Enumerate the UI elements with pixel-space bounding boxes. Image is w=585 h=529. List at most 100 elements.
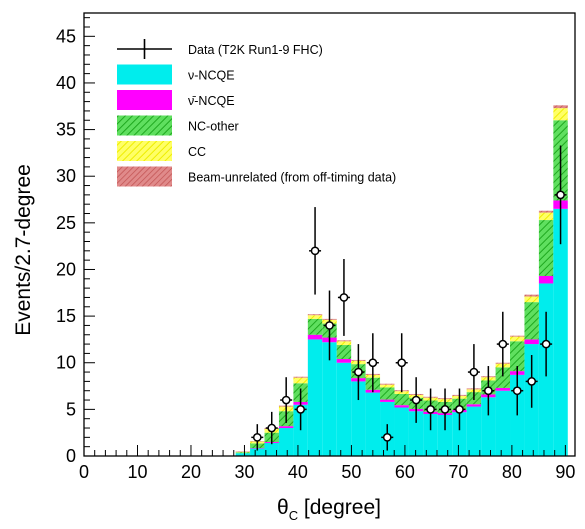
- data-marker: [281, 395, 291, 405]
- data-point: [439, 388, 452, 431]
- axes: [83, 12, 576, 457]
- bar-nuNCQE-9: [365, 392, 381, 456]
- bar-CC-22: [553, 108, 568, 121]
- y-tick-label: 0: [66, 446, 76, 466]
- bar-nubarNCQE-18: [495, 387, 511, 391]
- bar-nuNCQE-11: [394, 407, 409, 456]
- data-marker: [498, 339, 508, 349]
- bar-nubarNCQE-11: [394, 405, 409, 408]
- data-point: [410, 377, 423, 423]
- bar-nuNCQE-5: [307, 339, 323, 456]
- y-tick-label: 15: [56, 306, 76, 326]
- bar-NCother-19: [510, 341, 525, 372]
- y-tick-label: 30: [56, 166, 76, 186]
- bar-nuNCQE-19: [510, 374, 525, 456]
- x-axis-title: θC [degree]: [277, 496, 381, 523]
- data-marker: [397, 358, 407, 368]
- x-tick-label: 50: [341, 462, 361, 482]
- y-tick-label: 10: [56, 353, 76, 373]
- y-tick-label: 35: [56, 120, 76, 140]
- legend-label: CC: [188, 145, 206, 159]
- data-marker: [267, 423, 277, 433]
- y-tick-label: 45: [56, 26, 76, 46]
- data-point: [453, 388, 466, 431]
- data-point: [395, 333, 408, 393]
- legend-swatch: [117, 115, 172, 136]
- legend-label: Data (T2K Run1-9 FHC): [188, 43, 323, 57]
- bar-nuNCQE-12: [408, 411, 424, 456]
- bar-NCother-5: [307, 318, 323, 335]
- tick-marks: 0 10 20 30 40 50 60 70 80 90 0 5 10 15 20 25 30 35 40 45: [56, 17, 575, 482]
- legend-item-nubarNCQE: ν̄-NCQE: [117, 90, 235, 110]
- y-tick-label: 25: [56, 213, 76, 233]
- bar-nuNCQE-14: [437, 414, 453, 456]
- bar-nubarNCQE-7: [336, 359, 352, 363]
- legend-item-beam_unrelated: Beam-unrelated (from off-timing data): [117, 166, 396, 187]
- data-point: [482, 366, 495, 416]
- data-marker: [354, 367, 363, 377]
- data-marker: [484, 386, 493, 396]
- bar-nuNCQE-15: [452, 412, 467, 456]
- bar-nubarNCQE-5: [307, 334, 323, 340]
- bar-nuNCQE-4: [293, 404, 308, 456]
- data-point: [496, 311, 509, 377]
- y-tick-label: 20: [56, 259, 76, 279]
- bar-CC-7: [336, 341, 352, 346]
- legend-label: NC-other: [188, 120, 239, 134]
- bar-CC-5: [307, 315, 323, 319]
- bar-nubarNCQE-16: [466, 404, 482, 407]
- x-tick-label: 10: [127, 462, 147, 482]
- legend-item-CC: CC: [117, 141, 206, 161]
- bar-nubarNCQE-10: [380, 399, 395, 402]
- data-point: [280, 377, 293, 423]
- bar-nuNCQE-1: [250, 448, 265, 456]
- data-point: [323, 290, 336, 361]
- y-tick-label: 5: [66, 399, 76, 419]
- bar-nuNCQE-17: [481, 397, 496, 456]
- bar-nuNCQE-7: [336, 362, 352, 456]
- bar-nubarNCQE-3: [278, 426, 294, 429]
- data-marker: [469, 367, 479, 377]
- data-marker: [455, 405, 464, 414]
- legend-label: ν-NCQE: [188, 69, 235, 83]
- bar-NCother-21: [538, 220, 554, 276]
- bar-nuNCQE-2: [264, 442, 279, 456]
- data-marker: [556, 190, 565, 200]
- data-marker: [411, 395, 421, 405]
- data-marker: [541, 339, 551, 349]
- data-point: [467, 344, 480, 401]
- data-marker: [440, 405, 450, 414]
- legend-swatch: [117, 64, 172, 85]
- legend-item-data: Data (T2K Run1-9 FHC): [117, 39, 323, 59]
- bar-nubarNCQE-20: [524, 339, 539, 345]
- data-points: [251, 145, 567, 451]
- x-tick-label: 70: [448, 462, 468, 482]
- data-marker: [325, 321, 334, 330]
- x-tick-label: 20: [181, 462, 201, 482]
- plot-frame: [83, 12, 576, 457]
- bar-nuNCQE-13: [423, 414, 438, 456]
- y-tick-label: 40: [56, 73, 76, 93]
- bar-NCother-0: [235, 452, 251, 454]
- y-axis-title: Events/2.7-degree: [12, 164, 35, 336]
- bar-NCother-20: [524, 302, 539, 340]
- x-tick-label: 90: [555, 462, 575, 482]
- x-tick-label: 40: [288, 462, 308, 482]
- bar-NCother-7: [336, 345, 352, 360]
- bar-nuNCQE-16: [466, 406, 482, 456]
- x-tick-label: 30: [234, 462, 254, 482]
- legend-item-nuNCQE: ν-NCQE: [117, 64, 235, 85]
- bar-nuNCQE-0: [235, 453, 251, 456]
- data-point: [540, 311, 553, 377]
- bar-beam_unrelated-10: [380, 383, 395, 385]
- data-marker: [339, 293, 349, 302]
- legend-label: ν̄-NCQE: [188, 94, 235, 108]
- bar-CC-4: [293, 377, 308, 384]
- data-point: [309, 207, 322, 295]
- legend-swatch: [117, 90, 172, 110]
- legend: Data (T2K Run1-9 FHC) ν-NCQE ν̄-NCQE NC-oth…: [117, 39, 396, 187]
- bar-NCother-11: [394, 393, 409, 406]
- bar-nuNCQE-18: [495, 390, 511, 456]
- x-tick-label: 60: [395, 462, 415, 482]
- bar-nuNCQE-6: [322, 342, 337, 456]
